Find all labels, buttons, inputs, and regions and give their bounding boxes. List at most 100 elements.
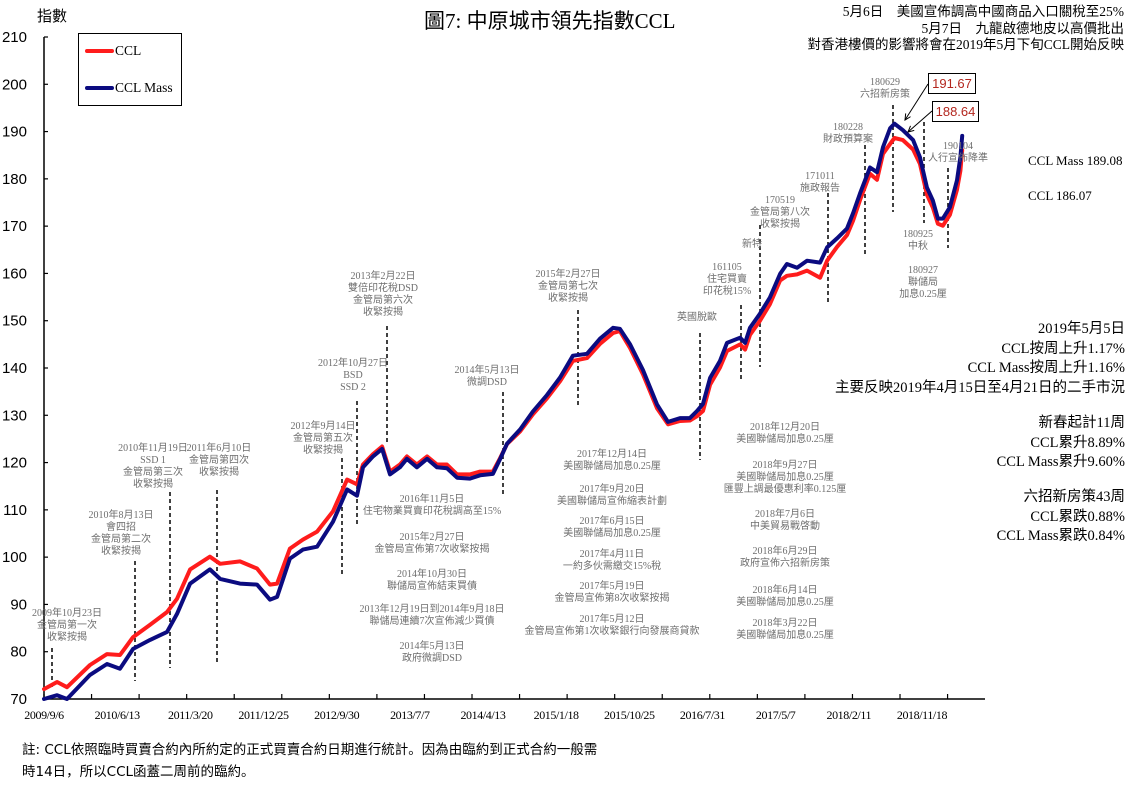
event-annotation: 2012年10月27日 BSD SSD 2	[318, 358, 388, 394]
event-annotation: 2009年10月23日 金管局第一次 收緊按揭	[32, 608, 102, 644]
event-annotation: 2013年2月22日 雙倍印花稅DSD 金管局第六次 收緊按揭	[348, 271, 418, 319]
event-annotation-line: 2015年2月27日	[535, 269, 601, 280]
event-annotation-line: 施政報告	[800, 183, 840, 194]
event-annotation-line: 金管局第六次	[352, 295, 413, 306]
event-annotation: 2014年5月13日 微調DSD	[455, 365, 520, 389]
x-tick-label: 2014/4/13	[460, 708, 505, 722]
y-tick-label: 100	[2, 549, 27, 566]
event-annotation-line: 收緊按揭	[760, 219, 800, 230]
event-annotation: 2017年5月19日 金管局宣佈第8次收緊按揭	[555, 581, 670, 605]
x-tick-label: 2017/5/7	[756, 708, 796, 722]
since-policy-summary: 六招新房策43周 CCL累跌0.88% CCL Mass累跌0.84%	[997, 488, 1125, 547]
event-annotation: 2018年6月14日 美國聯儲局加息0.25厘	[736, 585, 834, 609]
y-tick-label: 210	[2, 29, 27, 46]
event-annotation: 2017年5月12日 金管局宣佈第1次收緊銀行向發展商貸款	[525, 614, 700, 638]
event-annotation-line: 2009年10月23日	[32, 608, 102, 619]
event-annotation-line: 英國脫歐	[677, 312, 717, 323]
event-annotation-line: 180925	[903, 229, 933, 240]
chart-title: 圖7: 中原城市領先指數CCL	[424, 9, 676, 33]
event-annotation: 180629 六招新房策	[860, 77, 910, 101]
event-annotation-line: 180927	[908, 265, 938, 276]
y-tick-label: 180	[2, 171, 27, 188]
event-annotation-line: 收緊按揭	[132, 479, 173, 490]
event-annotation-line: 美國聯儲局加息0.25厘	[736, 472, 834, 483]
event-annotation: 2011年6月10日 金管局第四次 收緊按揭	[187, 443, 252, 479]
event-annotation-line: 中秋	[908, 241, 928, 252]
event-annotation: 180927 聯儲局 加息0.25厘	[899, 265, 947, 301]
event-annotation-line: 180228	[833, 122, 863, 133]
event-annotation-line: 2018年12月20日	[750, 422, 820, 433]
peak-callout-ccl-mass: 191.67	[928, 73, 976, 94]
event-annotation-line: 會四招	[106, 522, 136, 533]
event-annotation-line: 2017年5月12日	[579, 614, 645, 625]
event-annotation-line: 財政預算案	[823, 134, 873, 145]
series-line-ccl	[42, 136, 965, 692]
x-tick-label: 2011/3/20	[168, 708, 213, 722]
y-tick-label: 110	[3, 502, 27, 519]
event-annotation-line: 人行宣佈降準	[928, 153, 988, 164]
event-annotation-line: 收緊按揭	[198, 467, 239, 478]
event-annotation-line: 收緊按揭	[101, 546, 141, 557]
event-annotation-line: 一約多伙需繳交15%稅	[562, 561, 662, 572]
y-tick-label: 80	[10, 644, 27, 661]
event-annotation-line: 印花稅15%	[702, 286, 752, 297]
event-annotation: 2015年2月27日 金管局第七次 收緊按揭	[536, 269, 601, 305]
event-annotation-line: 收緊按揭	[303, 445, 343, 456]
event-annotation-line: 匯豐上調最優惠利率0.125厘	[723, 484, 847, 495]
y-tick-label: 200	[2, 76, 27, 93]
event-annotation-line: 微調DSD	[466, 377, 507, 388]
event-annotation-line: 聯儲局連續7次宣佈減少買債	[369, 616, 495, 627]
event-annotation: 2017年12月14日 美國聯儲局加息0.25厘	[563, 449, 661, 473]
callout-arrow-icon	[908, 110, 933, 132]
event-annotation-line: 2014年10月30日	[397, 569, 467, 580]
event-annotation-line: 2018年9月27日	[752, 460, 818, 471]
event-annotation-line: 170519	[765, 195, 795, 206]
event-annotation-line: 聯儲局宣佈結束買債	[387, 581, 477, 592]
event-annotation-line: 住宅買賣	[707, 274, 747, 285]
event-annotation-line: 2015年2月27日	[399, 532, 465, 543]
x-tick-label: 2010/6/13	[95, 708, 140, 722]
event-annotation-line: SSD 2	[340, 382, 366, 393]
legend-item-ccl: CCL	[85, 43, 141, 59]
since-new-year-title: 新春起計11周	[1038, 415, 1125, 431]
event-annotation-line: 2017年9月20日	[579, 484, 645, 495]
event-annotation-line: 金管局第七次	[538, 281, 598, 292]
event-annotation-line: 2012年10月27日	[318, 358, 388, 369]
event-annotation-line: 2017年4月11日	[579, 549, 645, 560]
y-tick-label: 150	[2, 313, 27, 330]
weekly-summary-ccl: CCL按周上升1.17%	[1001, 340, 1125, 357]
event-annotation-line: 金管局第五次	[293, 433, 353, 444]
footnote-line-2: 時14日，所以CCL函蓋二周前的臨約。	[22, 764, 255, 780]
headline-note-kaitak: 5月7日 九龍啟德地皮以高價批出	[921, 20, 1125, 36]
y-tick-label: 70	[10, 691, 27, 708]
event-annotation: 171011 施政報告	[800, 171, 840, 195]
y-tick-label: 160	[2, 265, 27, 282]
event-annotation: 2018年9月27日 美國聯儲局加息0.25厘 匯豐上調最優惠利率0.125厘	[724, 460, 847, 496]
event-annotation: 2017年4月11日 一約多伙需繳交15%稅	[563, 549, 661, 573]
peak-callout-ccl: 188.64	[932, 101, 979, 122]
since-policy-ccl: CCL累跌0.88%	[1030, 508, 1125, 525]
event-annotation-line: 金管局第四次	[188, 455, 249, 466]
weekly-summary: 2019年5月5日 CCL按周上升1.17% CCL Mass按周上升1.16%…	[835, 320, 1125, 398]
x-tick-label: 2015/10/25	[604, 708, 655, 722]
event-annotation-line: 聯儲局	[908, 277, 938, 288]
event-annotation-line: 2018年6月29日	[752, 546, 818, 557]
event-annotation: 2012年9月14日 金管局第五次 收緊按揭	[291, 421, 356, 457]
legend-item-ccl-mass: CCL Mass	[85, 80, 173, 96]
weekly-summary-mass: CCL Mass按周上升1.16%	[967, 360, 1125, 376]
event-annotation-line: 美國聯儲局加息0.25厘	[736, 434, 834, 445]
event-annotation-line: 收緊按揭	[47, 632, 87, 643]
event-annotation-line: SSD 1	[140, 455, 166, 466]
event-annotation-line: 2018年6月14日	[752, 585, 818, 596]
event-annotation-line: 2018年7月6日	[755, 509, 815, 520]
x-tick-label: 2011/12/25	[238, 708, 289, 722]
event-annotation: 2013年12月19日到2014年9月18日 聯儲局連續7次宣佈減少買債	[360, 604, 505, 628]
since-new-year-ccl: CCL累升8.89%	[1030, 434, 1125, 451]
event-annotation: 180925 中秋	[903, 229, 933, 253]
event-annotation-line: 金管局第八次	[750, 207, 810, 218]
event-annotation: 2014年5月13日 政府微調DSD	[400, 641, 465, 665]
event-annotation-line: 2018年3月22日	[752, 618, 818, 629]
event-annotation-line: 2017年12月14日	[577, 449, 647, 460]
event-annotation: 2010年8月13日 會四招 金管局第二次 收緊按揭	[89, 510, 154, 558]
event-annotation: 2018年3月22日 美國聯儲局加息0.25厘	[736, 618, 834, 642]
